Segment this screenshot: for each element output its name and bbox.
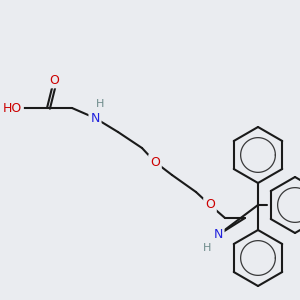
Text: H: H: [203, 243, 211, 253]
Text: N: N: [90, 112, 100, 124]
Text: O: O: [49, 74, 59, 86]
Text: N: N: [213, 229, 223, 242]
Text: O: O: [150, 155, 160, 169]
Text: H: H: [96, 99, 104, 109]
Text: O: O: [205, 199, 215, 212]
Text: HO: HO: [3, 101, 22, 115]
